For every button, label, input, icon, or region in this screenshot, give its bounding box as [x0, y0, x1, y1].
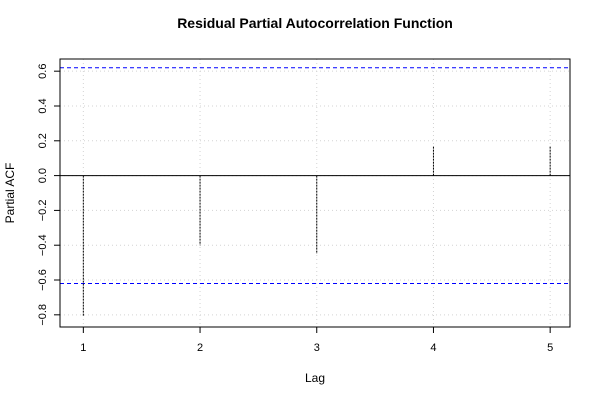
y-tick-label-5: 0.2: [37, 133, 49, 148]
y-tick-label-6: 0.4: [37, 98, 49, 113]
x-tick-label-1: 2: [197, 342, 203, 354]
chart-title: Residual Partial Autocorrelation Functio…: [177, 15, 453, 31]
y-tick-label-4: 0.0: [37, 168, 49, 183]
y-tick-label-3: −0.2: [37, 200, 49, 222]
y-tick-label-0: −0.8: [37, 304, 49, 326]
y-tick-label-2: −0.4: [37, 234, 49, 256]
y-axis-label: Partial ACF: [3, 163, 17, 224]
y-tick-label-7: 0.6: [37, 64, 49, 79]
x-tick-label-4: 5: [547, 342, 553, 354]
x-tick-label-3: 4: [430, 342, 436, 354]
bars-layer: [60, 146, 570, 317]
x-tick-label-2: 3: [314, 342, 320, 354]
y-tick-label-1: −0.6: [37, 269, 49, 291]
x-tick-label-0: 1: [80, 342, 86, 354]
x-axis-label: Lag: [305, 371, 325, 385]
x-axis: 1 2 3 4 5: [80, 327, 553, 354]
grid-layer: [60, 59, 570, 327]
confidence-bounds-layer: [60, 67, 570, 284]
plot-frame: [59, 58, 571, 328]
y-axis: −0.8 −0.6 −0.4 −0.2 0.0 0.2 0.4 0.6: [37, 64, 60, 326]
